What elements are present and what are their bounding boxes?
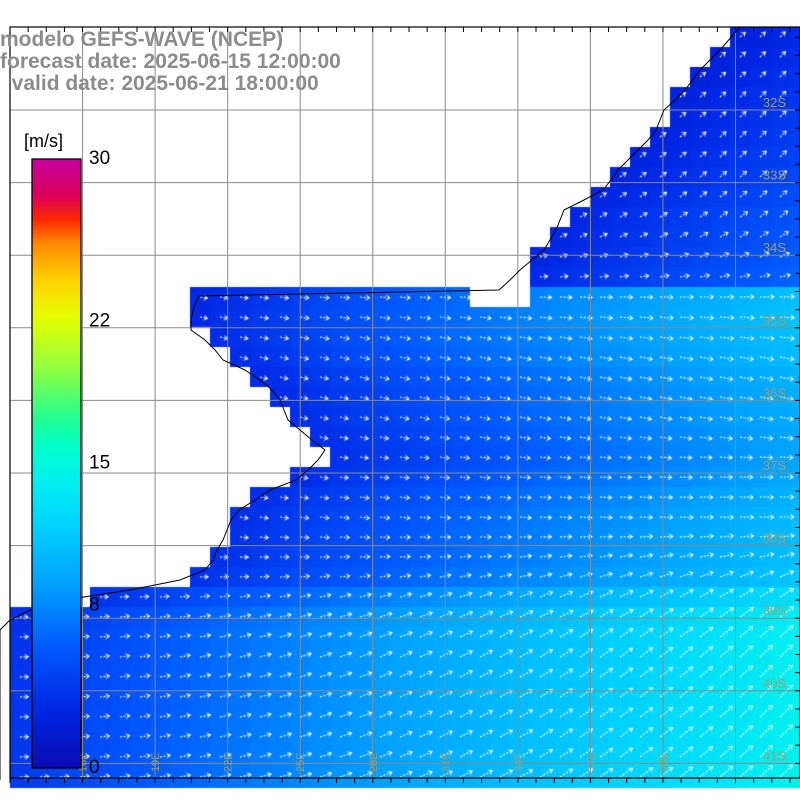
svg-text:22E: 22E (223, 752, 235, 772)
svg-text:41S: 41S (763, 748, 786, 763)
svg-text:15: 15 (89, 453, 110, 474)
svg-text:8: 8 (89, 595, 100, 616)
svg-text:33S: 33S (763, 168, 786, 183)
svg-text:38S: 38S (763, 531, 786, 546)
svg-text:22: 22 (89, 310, 110, 331)
svg-text:25E: 25E (295, 752, 307, 772)
svg-text:[m/s]: [m/s] (24, 131, 63, 151)
svg-text:39S: 39S (763, 603, 786, 618)
svg-text:32S: 32S (763, 95, 786, 110)
svg-text:37E: 37E (585, 752, 597, 772)
svg-text:37S: 37S (763, 458, 786, 473)
svg-text:40E: 40E (658, 752, 670, 772)
svg-text:28E: 28E (368, 752, 380, 772)
svg-text:35S: 35S (763, 313, 786, 328)
svg-text:19E: 19E (150, 752, 162, 772)
svg-text:31E: 31E (440, 752, 452, 772)
svg-text:30: 30 (89, 148, 110, 169)
svg-text:34E: 34E (513, 752, 525, 772)
svg-text:34S: 34S (763, 240, 786, 255)
svg-text:40S: 40S (763, 676, 786, 691)
svg-text:0: 0 (89, 757, 100, 778)
svg-text:36S: 36S (763, 385, 786, 400)
